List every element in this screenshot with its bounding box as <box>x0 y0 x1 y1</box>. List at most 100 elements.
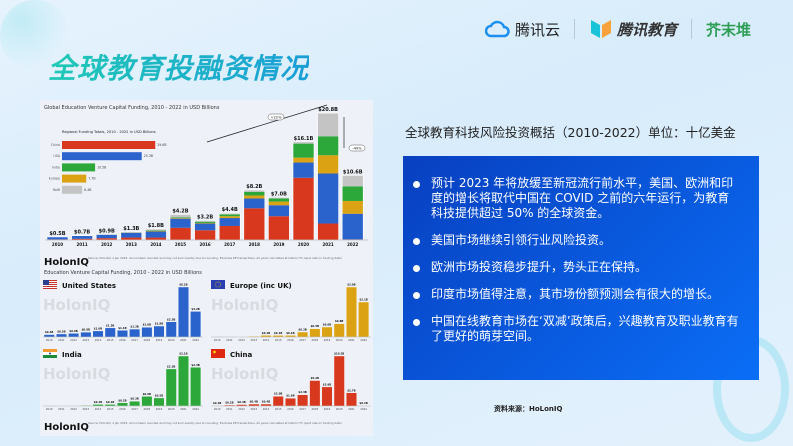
x-tick-label: 2015 <box>107 407 114 411</box>
india-flag-icon <box>43 349 57 352</box>
bar-segment-row-2019 <box>268 197 290 199</box>
x-tick-label: 2022 <box>192 407 199 411</box>
bar-segment-europe-2022 <box>342 200 364 214</box>
x-tick-label: 2011 <box>226 407 233 411</box>
logo-text: 芥末堆 <box>705 20 751 39</box>
x-tick-label: 2020 <box>168 407 175 411</box>
inset-title: Regional Funding Totals, 2010 - 2022 in … <box>62 130 156 134</box>
x-tick-label: 2019 <box>324 407 331 411</box>
growth-annotation: +22% <box>271 116 283 120</box>
key-points-box: 预计 2023 年将放缓至新冠流行前水平，美国、欧洲和印度的增长将取代中国在 C… <box>403 156 759 380</box>
bar-usa-2021 <box>177 286 189 338</box>
bar-india-2020 <box>165 368 177 407</box>
bar-segment-usa-2011 <box>71 235 93 239</box>
x-tick-label: 2018 <box>249 242 260 247</box>
holoniq-watermark: HolonIQ <box>43 365 110 383</box>
bar-value-label: $0.3B <box>298 328 306 332</box>
bar-value-label: $1.3B <box>123 226 139 232</box>
x-tick-label: 2016 <box>200 242 211 247</box>
bar-china-2020 <box>333 355 345 407</box>
annotation-pill <box>267 113 285 121</box>
bar-value-label: $8.2B <box>246 184 262 190</box>
bar-segment-china-2013 <box>120 237 142 240</box>
bar-segment-usa-2018 <box>243 198 265 209</box>
x-tick-label: 2018 <box>143 407 150 411</box>
x-tick-label: 2020 <box>336 338 343 342</box>
x-tick-label: 2014 <box>95 407 102 411</box>
bar-usa-2013 <box>80 331 92 338</box>
x-tick-label: 2020 <box>168 338 175 342</box>
bullet-list: 预计 2023 年将放缓至新冠流行前水平，美国、欧洲和印度的增长将取代中国在 C… <box>403 156 759 344</box>
bar-china-2019 <box>321 386 333 407</box>
bar-value-label: $1.8B <box>148 223 164 229</box>
bar-china-2018 <box>309 380 321 407</box>
bar-segment-usa-2017 <box>219 218 241 226</box>
bar-value-label: $1.6B <box>286 394 294 398</box>
flag-stripe <box>43 280 57 281</box>
holoniq-logo: HolonIQ <box>44 422 89 433</box>
bar-segment-india-2021 <box>317 136 339 156</box>
bar-segment-usa-2022 <box>342 213 364 240</box>
bar-china-2016 <box>284 397 296 407</box>
bar-usa-2011 <box>56 333 67 338</box>
bar-value-label: $0.1B <box>213 401 221 405</box>
bar-segment-usa-2016 <box>194 223 216 231</box>
bar-china-2012 <box>236 404 248 407</box>
bar-segment-usa-2015 <box>170 218 191 228</box>
x-tick-label: 2017 <box>131 338 138 342</box>
source-note: Source: HolonIQ, 2 Jan 2023. All numbers… <box>88 256 342 260</box>
bar-europe-2019 <box>321 326 333 338</box>
bar-segment-europe-2018 <box>243 195 265 199</box>
bar-segment-china-2014 <box>145 237 167 240</box>
bar-europe-2021 <box>346 286 357 338</box>
bullet-item: 美国市场继续引领行业风险投资。 <box>413 233 741 248</box>
x-tick-label: 2013 <box>82 338 89 342</box>
x-tick-label: 2010 <box>214 407 221 411</box>
bar-usa-2016 <box>116 330 128 338</box>
annotation-pill <box>348 144 366 152</box>
trend-arrow <box>206 104 328 143</box>
divider <box>690 19 692 39</box>
bar-segment-usa-2020 <box>293 162 314 178</box>
bar-india-2022 <box>190 367 202 407</box>
china-flag-icon <box>211 349 225 358</box>
bar-value-label: $0.6B <box>143 392 151 396</box>
region-title: United States <box>62 282 116 290</box>
bar-segment-usa-2012 <box>96 234 118 239</box>
inset-value-label: 10.5B <box>97 165 106 169</box>
funding-charts: Global Education Venture Capital Funding… <box>43 104 371 433</box>
bar-value-label: $16.1B <box>294 136 314 142</box>
bullet-item: 印度市场值得注意，其市场份额预测会有很大的增长。 <box>413 287 741 302</box>
bar-value-label: $2.5B <box>167 317 175 321</box>
bar-segment-china-2019 <box>268 216 290 240</box>
bar-china-2017 <box>297 394 309 407</box>
x-tick-label: 2015 <box>107 338 114 342</box>
bar-usa-2019 <box>153 325 165 338</box>
logo-text: 腾讯云 <box>514 20 560 39</box>
holoniq-watermark: HolonIQ <box>211 296 278 314</box>
x-tick-label: 2016 <box>119 338 126 342</box>
x-tick-label: 2010 <box>46 338 53 342</box>
x-tick-label: 2012 <box>238 338 245 342</box>
inset-value-label: 6.4B <box>84 188 91 192</box>
bar-segment-europe-2016 <box>194 222 216 224</box>
bar-value-label: $1.0B <box>94 326 102 330</box>
bar-value-label: $10.2B <box>334 352 344 356</box>
bar-usa-2018 <box>141 327 153 338</box>
source-note: 资料来源：HoLonIQ <box>494 405 563 413</box>
bar-segment-usa-2013 <box>120 232 142 238</box>
bar-segment-india-2019 <box>268 198 290 202</box>
inset-value-label: 29.6B <box>157 143 166 147</box>
bar-value-label: $8.2B <box>179 283 187 287</box>
bar-value-label: $0.5B <box>57 329 65 333</box>
x-tick-label: 2021 <box>323 242 334 247</box>
bar-china-2021 <box>346 392 357 407</box>
bar-segment-europe-2020 <box>293 157 314 163</box>
bar-india-2017 <box>129 400 141 407</box>
x-tick-label: 2020 <box>298 242 309 247</box>
x-tick-label: 2022 <box>347 242 358 247</box>
x-tick-label: 2017 <box>224 242 235 247</box>
bar-value-label: $7.0B <box>271 191 287 197</box>
region-title: India <box>62 351 82 359</box>
bar-segment-row-2018 <box>243 189 265 192</box>
